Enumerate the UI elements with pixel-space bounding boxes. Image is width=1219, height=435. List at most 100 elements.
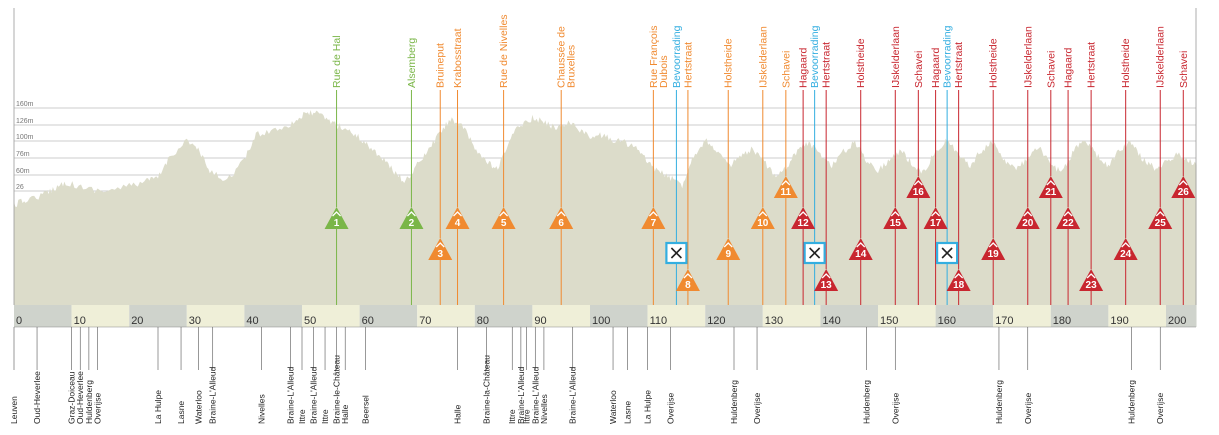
town-label: Oud-Heverlee <box>75 371 85 424</box>
climb-name: Hertstraat <box>821 42 833 88</box>
town-label: Braine-L'Alleud <box>568 366 578 424</box>
town-label: Braine-L'Alleud <box>309 366 319 424</box>
climb-name: Hagaard <box>1063 48 1075 88</box>
climb-marker <box>641 207 666 229</box>
climb-name: Rue de Nivelles <box>498 14 510 88</box>
climb-marker <box>399 207 424 229</box>
climb-number: 6 <box>558 218 564 229</box>
climb-number: 15 <box>890 218 902 229</box>
climb-name: Rue François <box>648 26 660 88</box>
town-label: Lasne <box>176 401 186 424</box>
mountain-icon <box>435 242 445 248</box>
climb-number: 13 <box>821 280 833 291</box>
mountain-icon <box>1063 211 1073 217</box>
town-label: Beersel <box>360 395 370 424</box>
town-label: Overijse <box>666 393 676 424</box>
knife-icon <box>670 247 682 259</box>
altitude-label: 76m <box>16 151 30 158</box>
altitude-labels: 160m 126m 100m 76m 60m 26 <box>16 101 34 191</box>
climb-marker <box>1171 176 1196 198</box>
km-tick-label: 170 <box>995 315 1013 327</box>
km-tick-label: 120 <box>707 315 725 327</box>
climb-number: 2 <box>409 218 415 229</box>
climb-marker <box>814 269 839 291</box>
climb-name: Hertstraat <box>1086 42 1098 88</box>
town-label: Ittre <box>507 409 517 424</box>
climb-marker <box>445 207 470 229</box>
climb-number: 7 <box>651 218 657 229</box>
km-tick-label: 100 <box>592 315 610 327</box>
climb-name: Holstheide <box>855 38 867 88</box>
town-labels: Leuven Oud-Heverlee Graz-DoiceauOud-Heverl… <box>9 327 1165 424</box>
town-label: Overijse <box>1155 393 1165 424</box>
altitude-label: 160m <box>16 101 34 108</box>
km-tick-label: 0 <box>16 315 22 327</box>
climb-name: Rue de Hal <box>331 35 343 88</box>
climb-markers: 1 234 5 6 7891011121314151617181920212223242… <box>324 176 1196 291</box>
km-tick-label: 90 <box>534 315 546 327</box>
mountain-icon <box>1046 180 1056 186</box>
climb-marker <box>981 238 1006 260</box>
distance-segment <box>647 305 706 327</box>
town-label: Halle <box>340 404 350 424</box>
town-label: Graz-Doiceau <box>67 371 77 424</box>
climb-marker <box>923 207 948 229</box>
mountain-icon <box>913 180 923 186</box>
km-tick-label: 50 <box>304 315 316 327</box>
town-label: Ittre <box>522 409 532 424</box>
km-tick-label: 40 <box>246 315 258 327</box>
mountain-icon <box>556 211 566 217</box>
altitude-label: 100m <box>16 134 34 141</box>
elevation-area <box>14 110 1197 305</box>
mountain-icon <box>723 242 733 248</box>
mountain-icon <box>758 211 768 217</box>
km-tick-label: 110 <box>650 315 668 327</box>
climb-marker <box>773 176 798 198</box>
climb-number: 4 <box>455 218 461 229</box>
climb-name: Bruineput <box>435 43 447 88</box>
mountain-icon <box>1023 211 1033 217</box>
climb-number: 18 <box>953 280 965 291</box>
climb-marker <box>946 269 971 291</box>
climb-name: Hertstraat <box>682 42 694 88</box>
distance-segment <box>359 305 418 327</box>
town-label: Oud-Heverlee <box>32 371 42 424</box>
mountain-icon <box>821 273 831 279</box>
climb-marker <box>324 207 349 229</box>
climb-name-line2: Bruxelles <box>566 45 578 88</box>
mountain-icon <box>332 211 342 217</box>
town-label: Huldenberg <box>84 380 94 424</box>
town-label: Ittre <box>297 409 307 424</box>
town-label: Braine-L'Alleud <box>530 366 540 424</box>
climb-number: 23 <box>1086 280 1098 291</box>
mountain-icon <box>1121 242 1131 248</box>
distance-segment <box>186 305 245 327</box>
town-label: La Hulpe <box>153 390 163 424</box>
distance-segment <box>474 305 533 327</box>
supply-label: Bevoorrading <box>671 25 683 88</box>
town-label: Leuven <box>9 396 19 424</box>
mountain-icon <box>499 211 509 217</box>
town-label: Braine-L'Alleud <box>285 366 295 424</box>
mountain-icon <box>683 273 693 279</box>
altitude-label: 126m <box>16 118 34 125</box>
mountain-icon <box>1155 211 1165 217</box>
town-label: Ittre <box>320 409 330 424</box>
km-tick-label: 10 <box>74 315 86 327</box>
climb-name: IJskelderlaan <box>1155 26 1167 88</box>
climb-number: 12 <box>798 218 810 229</box>
mountain-icon <box>1178 180 1188 186</box>
distance-segment <box>878 305 936 327</box>
mountain-icon <box>781 180 791 186</box>
distance-segment <box>244 305 302 327</box>
climb-marker <box>549 207 574 229</box>
climb-name: Holstheide <box>723 38 735 88</box>
mountain-icon <box>931 211 941 217</box>
distance-segment <box>129 305 187 327</box>
mountain-icon <box>954 273 964 279</box>
climb-marker <box>848 238 873 260</box>
altitude-label: 60m <box>16 168 30 175</box>
climb-name: Schavei <box>1045 51 1057 88</box>
climb-name-line2: Dubois <box>658 55 670 88</box>
